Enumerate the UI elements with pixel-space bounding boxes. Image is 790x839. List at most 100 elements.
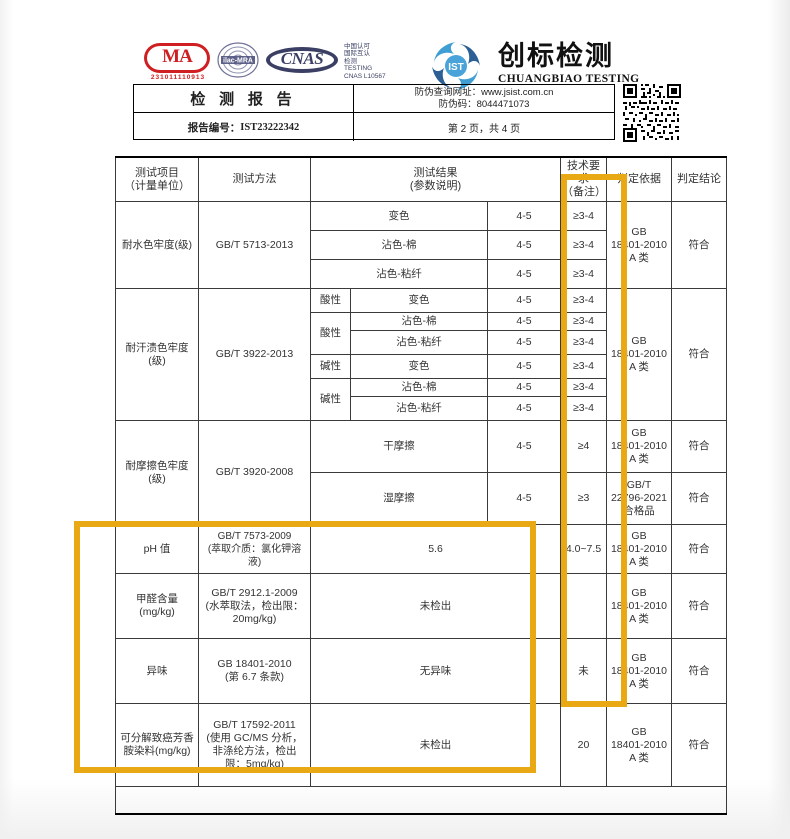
report-title-cell: 检 测 报 告 [134,85,354,112]
cell-result: 无异味 [310,638,561,704]
ilac-mra-icon: ilac-MRA [217,42,259,78]
basis-line-1: GB [631,335,647,347]
cell-requirement: ≥3-4 [560,312,607,331]
cell-item: 可分解致癌芳香 胺染料(mg/kg) [115,703,199,787]
basis-line-1: GB [631,725,647,738]
cell-method: GB/T 3922-2013 [198,288,311,421]
basis-line-2: 18401-2010 [610,738,668,751]
cell-conclusion: 符合 [671,703,727,787]
cell-subitem: 变色 [350,288,488,313]
method-line-4: 限：5mg/kg) [225,758,284,770]
cell-conclusion: 符合 [671,524,727,574]
cell-requirement: ≥3 [560,472,607,525]
header-item-line1: 测试项目 [135,166,179,179]
company-name-en: CHUANGBIAO TESTING [498,73,640,85]
cell-item: 耐汗渍色牢度 (级) [115,288,199,421]
table-row: pH 值 GB/T 7573-2009 (萃取介质：氯化钾溶 液) 5.6 4.… [115,524,727,574]
cma-label: MA [162,46,193,67]
header-item-line2: （计量单位） [124,179,190,192]
method-line-1: GB/T 2912.1-2009 [211,586,298,599]
cell-requirement: ≥3-4 [560,354,607,379]
table-row: 耐水色牢度(级) GB/T 5713-2013 变色 4-5 ≥3-4 GB 1… [115,201,727,289]
method-line-1: GB/T 17592-2011 [213,719,296,731]
method-line-1: GB 18401-2010 [217,658,292,670]
item-line-1: 耐汗渍色牢度 [125,341,189,354]
cma-number: 231011110913 [150,74,206,81]
cell-basis: GB 18401-2010 A 类 [606,201,672,289]
basis-line-1: GB [631,225,647,238]
report-title-box: 检 测 报 告 防伪查询网址：www.jsist.com.cn 防伪码：8044… [133,84,615,141]
table-row: 酸性 沾色-棉 4-5 ≥3-4 [116,312,727,355]
table-row: 可分解致癌芳香 胺染料(mg/kg) GB/T 17592-2011 (使用 G… [115,703,727,787]
page-edge-shading-right [768,0,790,839]
cell-subitem-prefix: 碱性 [310,378,351,421]
report-number-cell: 报告编号： IST23222342 [134,113,354,141]
cell-basis: GB 18401-2010 A 类 [606,573,672,639]
header-basis: 判定依据 [606,156,672,202]
cell-result: 未检出 [310,573,561,639]
basis-line-1: GB [631,586,647,599]
basis-line-2: 18401-2010 [610,542,668,555]
ist-mark-text: IST [448,62,464,73]
cnas-side-line-1: 中国认可 [344,43,370,50]
cell-subitem: 变色 [350,354,488,379]
table-row: 耐汗渍色牢度 (级) GB/T 3922-2013 酸性 变色 4-5 ≥3-4… [115,288,727,421]
report-title: 检 测 报 告 [190,92,297,108]
cell-requirement: ≥3-4 [560,288,607,313]
method-line-2: (水萃取法，检出限： [205,599,304,612]
basis-line-3: A 类 [629,453,649,465]
cell-conclusion: 符合 [671,288,727,421]
cell-result: 4-5 [487,330,561,355]
cnas-inner-shape [270,51,334,69]
svg-text:ilac-MRA: ilac-MRA [223,58,253,65]
cell-subitem-prefix: 碱性 [310,354,351,379]
basis-line-2: 22796-2021 [610,492,668,504]
cell-subitem: 沾色-粘纤 [350,396,488,421]
blank-cell [115,786,727,815]
antifake-code: 防伪码：8044471073 [438,98,530,110]
table-header-row: 测试项目 （计量单位） 测试方法 测试结果 (参数说明) 技术要求 （备注） 判… [115,156,727,202]
antifake-url: 防伪查询网址：www.jsist.com.cn [414,86,554,98]
page-number-cell: 第 2 页，共 4 页 [354,113,614,141]
method-line-2: (使用 GC/MS 分析， [206,732,303,744]
cell-subitem: 沾色-粘纤 [350,330,488,355]
report-number-value: IST23222342 [240,121,300,133]
cell-method: GB 18401-2010 (第 6.7 条款) [198,638,311,704]
cnas-side-line-5: CNAS L10567 [344,72,386,80]
header-method: 测试方法 [198,156,311,202]
header-result: 测试结果 (参数说明) [310,156,561,202]
qr-code-icon [623,84,681,142]
cnas-label: CNAS [280,49,324,68]
cell-result: 5.6 [310,524,561,574]
header-result-line1: 测试结果 [413,166,458,179]
cell-result: 4-5 [487,259,561,289]
cnas-side-line-2: 国际互认 [344,50,370,58]
basis-line-3: A 类 [629,361,649,373]
cell-method: GB/T 7573-2009 (萃取介质：氯化钾溶 液) [198,524,311,574]
cell-method: GB/T 2912.1-2009 (水萃取法，检出限： 20mg/kg) [198,573,311,639]
test-results-table: 测试项目 （计量单位） 测试方法 测试结果 (参数说明) 技术要求 （备注） 判… [115,156,727,815]
item-line-1: 耐摩擦色牢度 [125,459,189,472]
cma-ring-shape [144,43,210,73]
cell-method: GB/T 5713-2013 [198,201,311,289]
cnas-logo: CNAS [266,45,338,75]
cell-requirement: ≥3-4 [560,396,607,421]
cell-requirement: ≥3-4 [560,378,607,397]
cell-subitem: 湿摩擦 [310,472,488,525]
cell-basis: GB/T 22796-2021 合格品 [606,472,672,525]
cell-subitem: 沾色-棉 [310,230,488,260]
cell-item: 耐摩擦色牢度 (级) [115,420,199,525]
basis-line-1: GB [631,427,647,439]
report-title-row: 检 测 报 告 防伪查询网址：www.jsist.com.cn 防伪码：8044… [134,85,614,113]
table-row: 碱性 变色 4-5 ≥3-4 [116,354,727,379]
cell-basis: GB 18401-2010 A 类 [606,288,672,421]
ilac-mra-logo: ilac-MRA [216,42,260,78]
cell-requirement: ≥4 [560,420,607,473]
cell-result: 4-5 [487,378,561,397]
basis-line-2: 18401-2010 [610,440,668,452]
cell-subitem: 变色 [310,201,488,231]
basis-line-3: A 类 [629,751,649,764]
method-line-3: 20mg/kg) [232,612,277,625]
cell-result: 4-5 [487,420,561,473]
table-row: 耐摩擦色牢度 (级) GB/T 3920-2008 干摩擦 4-5 ≥4 GB … [115,420,727,525]
